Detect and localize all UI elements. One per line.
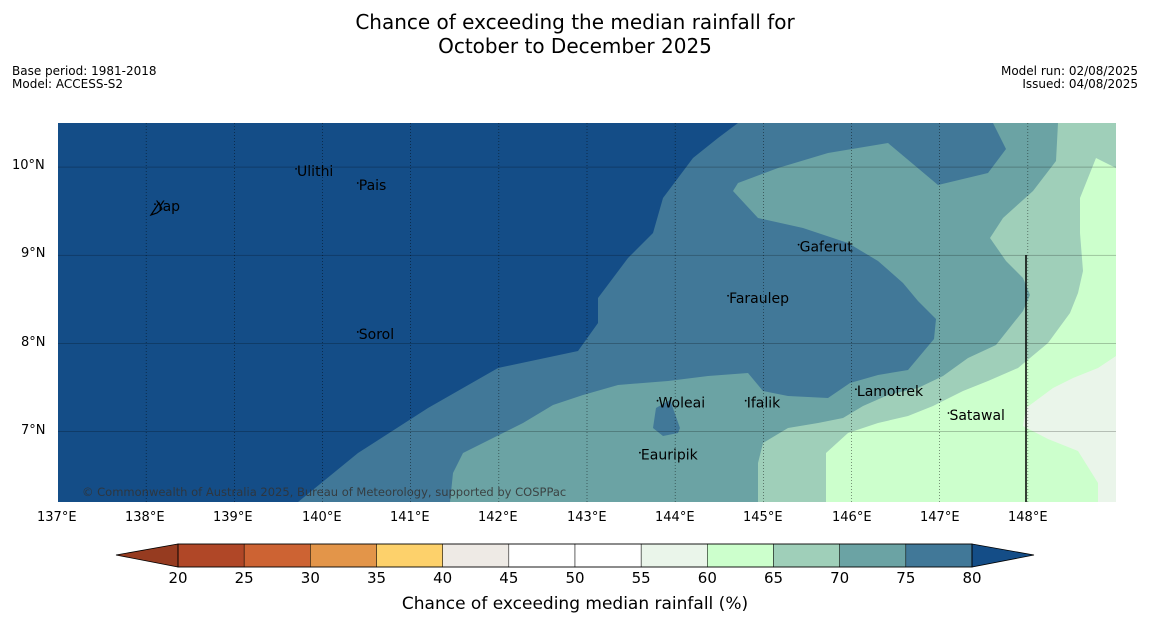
place-marker-gaferut	[797, 243, 800, 246]
lon-label-144: 144°E	[655, 510, 695, 525]
model-run: Model run: 02/08/2025	[1000, 64, 1138, 78]
colorbar-frame	[177, 543, 973, 568]
colorbar-tick-labels: 20 25 30 35 40 45 50 55 60 65 70 75 80	[168, 569, 981, 587]
lon-label-139: 139°E	[213, 510, 253, 525]
lon-label-142: 142°E	[478, 510, 518, 525]
issued-date: Issued: 04/08/2025	[1022, 77, 1138, 91]
lon-label-145: 145°E	[743, 510, 783, 525]
place-label-ulithi: Ulithi	[297, 164, 333, 180]
place-marker-faraulep	[727, 294, 729, 297]
map-title: Chance of exceeding the median rainfall …	[0, 10, 1150, 58]
model-name: Model: ACCESS-S2	[12, 77, 124, 91]
place-marker-satawal	[947, 412, 950, 414]
title-line-1: Chance of exceeding the median rainfall …	[355, 10, 795, 34]
lon-label-146: 146°E	[832, 510, 872, 525]
meta-right: Model run: 02/08/2025 Issued: 04/08/2025	[1001, 65, 1138, 91]
title-line-2: October to December 2025	[438, 34, 712, 58]
colorbar-tick-50: 50	[565, 569, 584, 587]
lamotrek-marker	[939, 398, 942, 401]
place-marker-ifalik	[744, 399, 747, 402]
colorbar: 20 25 30 35 40 45 50 55 60 65 70 75 80	[115, 543, 1035, 587]
lon-label-147: 147°E	[920, 510, 960, 525]
colorbar-tick-40: 40	[433, 569, 452, 587]
colorbar-cell-20-25	[177, 543, 245, 568]
lat-label-8: 8°N	[21, 335, 46, 350]
colorbar-tick-25: 25	[235, 569, 254, 587]
colorbar-cell-75-80	[905, 543, 973, 568]
colorbar-cell-55-60	[640, 543, 708, 568]
region-55-60	[1023, 356, 1116, 502]
colorbar-cell-65-70	[773, 543, 840, 568]
colorbar-tick-45: 45	[499, 569, 518, 587]
place-marker-eauripik	[639, 451, 641, 454]
place-label-woleai: Woleai	[659, 396, 706, 412]
place-marker-ulithi	[295, 167, 297, 170]
lon-label-137: 137°E	[37, 510, 77, 525]
colorbar-tick-80: 80	[962, 569, 981, 587]
colorbar-tick-60: 60	[698, 569, 717, 587]
colorbar-tick-35: 35	[367, 569, 386, 587]
lon-label-140: 140°E	[302, 510, 342, 525]
place-label-eauripik: Eauripik	[641, 448, 699, 464]
place-label-gaferut: Gaferut	[800, 240, 854, 256]
lon-label-141: 141°E	[390, 510, 430, 525]
colorbar-tick-75: 75	[896, 569, 915, 587]
place-marker-lamotrek	[855, 388, 857, 391]
region-75-80-patch	[653, 400, 680, 436]
yap-island-shape	[149, 201, 163, 217]
place-marker-sorol	[356, 331, 359, 333]
colorbar-under-arrow	[115, 543, 179, 568]
colorbar-tick-70: 70	[830, 569, 849, 587]
colorbar-cells	[177, 543, 973, 568]
region-70-75-patch	[643, 430, 688, 458]
lat-label-7: 7°N	[21, 423, 46, 438]
lon-label-148: 148°E	[1008, 510, 1048, 525]
graticule	[58, 123, 1116, 502]
lat-label-9: 9°N	[21, 246, 46, 261]
place-marker-pais	[356, 182, 359, 184]
rainfall-map[interactable]: Yap Ulithi Pais Gaferut Faraulep Sorol Lamotre…	[58, 123, 1116, 502]
place-labels: Yap Ulithi Pais Gaferut Faraulep Sorol Lamotre…	[154, 164, 1005, 464]
colorbar-label: Chance of exceeding median rainfall (%)	[401, 594, 749, 614]
base-period: Base period: 1981-2018	[12, 64, 157, 78]
colorbar-tick-20: 20	[168, 569, 187, 587]
colorbar-tick-65: 65	[764, 569, 783, 587]
meta-left: Base period: 1981-2018 Model: ACCESS-S2	[12, 65, 157, 91]
place-label-sorol: Sorol	[359, 327, 394, 343]
colorbar-over-arrow	[971, 543, 1035, 568]
colorbar-cell-30-35	[310, 543, 377, 568]
place-marker-woleai	[656, 399, 659, 402]
place-label-faraulep: Faraulep	[729, 291, 789, 307]
colorbar-cell-45-50	[508, 543, 576, 568]
place-label-yap: Yap	[155, 199, 180, 215]
colorbar-cell-35-40	[376, 543, 443, 568]
copyright-notice: © Commonwealth of Australia 2025, Bureau…	[82, 485, 566, 499]
colorbar-cell-25-30	[243, 543, 311, 568]
colorbar-tick-30: 30	[301, 569, 320, 587]
lat-label-10: 10°N	[12, 158, 45, 173]
lon-label-143: 143°E	[567, 510, 607, 525]
lon-label-138: 138°E	[125, 510, 165, 525]
place-label-ifalik: Ifalik	[747, 396, 781, 412]
colorbar-cell-40-45	[442, 543, 510, 568]
place-label-pais: Pais	[359, 178, 387, 194]
place-marker-yap	[154, 203, 156, 206]
colorbar-cell-70-75	[839, 543, 907, 568]
colorbar-cell-50-55	[574, 543, 642, 568]
colorbar-cell-60-65	[707, 543, 774, 568]
colorbar-tick-55: 55	[632, 569, 651, 587]
place-label-satawal: Satawal	[949, 408, 1004, 424]
place-label-lamotrek: Lamotrek	[857, 384, 924, 400]
